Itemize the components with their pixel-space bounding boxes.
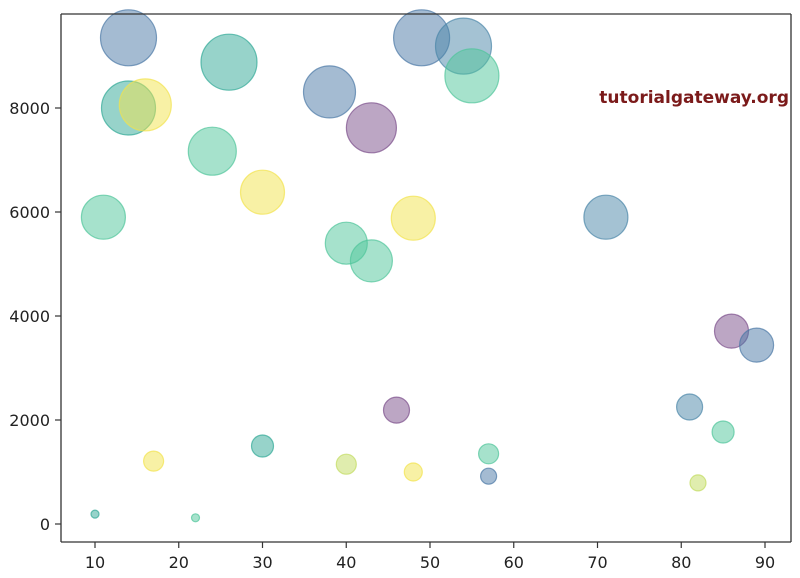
- x-tick-label: 50: [420, 553, 440, 572]
- data-point: [711, 420, 735, 444]
- data-point: [143, 450, 165, 472]
- data-point: [118, 78, 172, 132]
- bubble-layer: [80, 9, 775, 523]
- y-tick-label: 4000: [9, 307, 50, 326]
- x-tick-label: 40: [336, 553, 356, 572]
- y-tick-label: 6000: [9, 203, 50, 222]
- x-tick-label: 80: [671, 553, 691, 572]
- data-point: [675, 393, 704, 421]
- watermark-text: tutorialgateway.org: [599, 88, 789, 108]
- data-point: [239, 169, 286, 215]
- data-point: [478, 443, 500, 465]
- x-tick-label: 30: [252, 553, 272, 572]
- axes: [60, 13, 792, 543]
- data-point: [349, 239, 393, 283]
- data-point: [302, 65, 357, 119]
- data-point: [200, 33, 258, 91]
- y-axis-ticks: 0 2000 4000 6000 8000: [9, 99, 61, 534]
- data-point: [689, 474, 707, 492]
- data-point: [583, 194, 629, 240]
- x-tick-label: 10: [85, 553, 105, 572]
- y-tick-label: 0: [40, 515, 50, 534]
- data-point: [390, 195, 436, 241]
- data-point: [444, 48, 500, 104]
- data-point: [335, 453, 357, 475]
- data-point: [250, 434, 275, 458]
- data-point: [480, 467, 498, 485]
- data-point: [738, 327, 775, 363]
- data-point: [345, 102, 397, 154]
- data-point: [382, 396, 411, 424]
- data-point: [90, 509, 100, 519]
- x-tick-label: 70: [587, 553, 607, 572]
- y-tick-label: 2000: [9, 411, 50, 430]
- x-tick-label: 60: [504, 553, 524, 572]
- data-point: [403, 462, 423, 482]
- x-tick-label: 20: [169, 553, 189, 572]
- x-tick-label: 90: [755, 553, 775, 572]
- y-tick-label: 8000: [9, 99, 50, 118]
- data-point: [99, 9, 158, 67]
- data-point: [190, 513, 201, 523]
- data-point: [187, 126, 237, 176]
- data-point: [80, 194, 127, 240]
- x-axis-ticks: 10 20 30 40 50 60 70 80 90: [85, 542, 775, 572]
